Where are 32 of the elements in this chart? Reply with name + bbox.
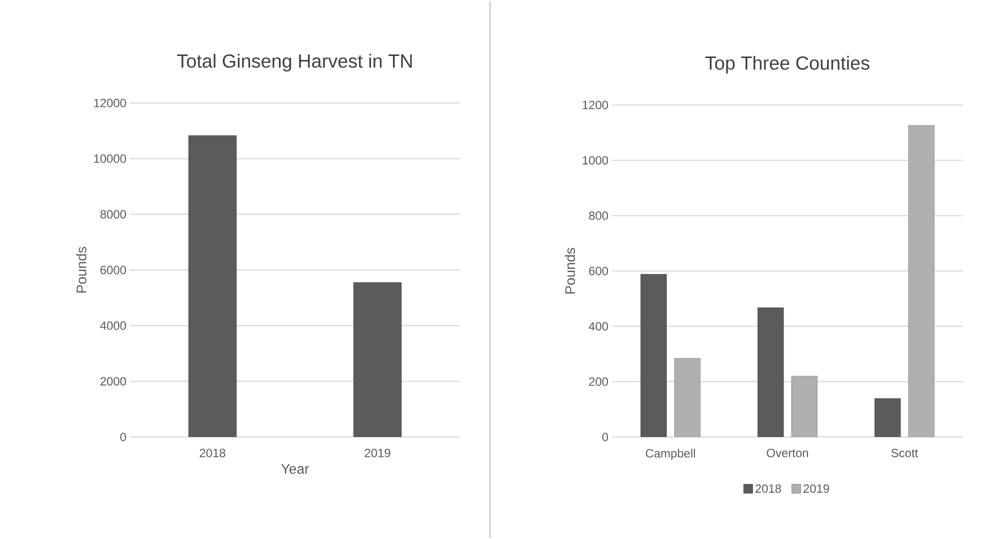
y-tick-label: 600 bbox=[589, 266, 608, 276]
y-axis-title: Pounds bbox=[76, 246, 86, 293]
x-tick-label: Scott bbox=[891, 448, 918, 458]
y-tick-label: 800 bbox=[589, 211, 608, 220]
x-tick-label: Campbell bbox=[646, 448, 695, 460]
bar bbox=[908, 125, 934, 437]
x-tick-label: Overton bbox=[766, 448, 808, 458]
y-tick-label: 1200 bbox=[582, 100, 608, 110]
bar bbox=[674, 358, 700, 437]
y-tick-label: 200 bbox=[589, 377, 608, 386]
chart-title: Total Ginseng Harvest in TN bbox=[177, 54, 412, 72]
x-tick-label: 2018 bbox=[200, 448, 226, 458]
y-tick-label: 12000 bbox=[94, 98, 126, 108]
bar bbox=[874, 398, 901, 437]
x-tick-label: 2019 bbox=[364, 448, 390, 458]
y-tick-label: 10000 bbox=[94, 154, 126, 163]
y-tick-label: 0 bbox=[120, 432, 126, 442]
chart-title: Top Three Counties bbox=[705, 56, 870, 74]
y-axis-title: Pounds bbox=[564, 248, 576, 294]
y-tick-label: 1000 bbox=[582, 156, 608, 165]
bar bbox=[640, 274, 667, 437]
legend-label: 2018 bbox=[756, 484, 781, 493]
bar bbox=[758, 308, 784, 437]
y-tick-label: 0 bbox=[602, 432, 608, 442]
legend-label: 2019 bbox=[804, 484, 830, 493]
x-axis-title: Year bbox=[281, 464, 309, 474]
y-tick-label: 8000 bbox=[100, 210, 126, 219]
y-tick-label: 400 bbox=[588, 322, 608, 331]
y-tick-label: 2000 bbox=[100, 377, 126, 386]
y-tick-label: 6000 bbox=[100, 266, 126, 274]
bar bbox=[791, 376, 818, 437]
y-tick-label: 4000 bbox=[100, 321, 126, 330]
